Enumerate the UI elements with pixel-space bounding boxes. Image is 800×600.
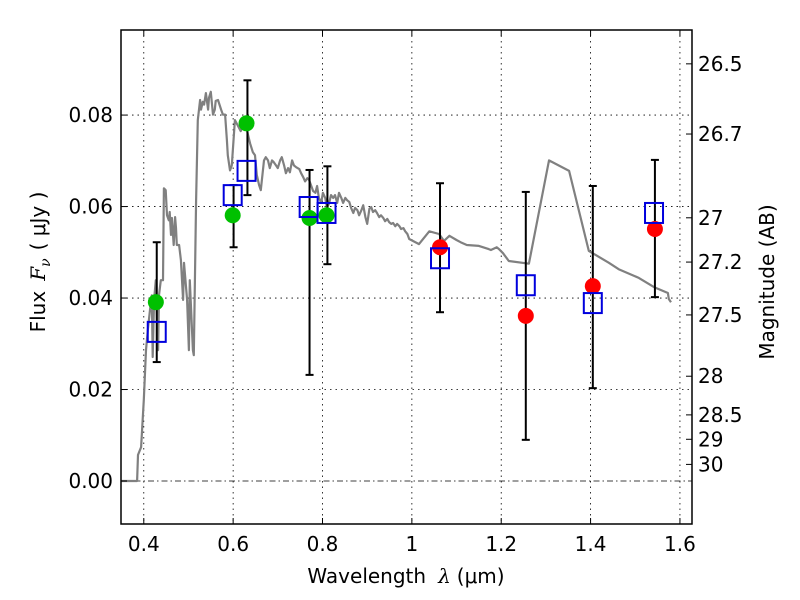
y2-tick-label: 27.2 (698, 250, 743, 274)
model-photometry-square (644, 201, 665, 224)
error-bars-layer (152, 79, 659, 441)
y2-tick-label: 29 (698, 427, 723, 451)
x-axis-title: Wavelength λ (μm) (307, 564, 504, 588)
model-photometry-square (222, 184, 243, 207)
y2-tick-label: 26.7 (698, 122, 743, 146)
y-axis-symbol: F (26, 266, 50, 282)
x-tick-label: 1.4 (575, 532, 607, 556)
model-photometry-square (582, 292, 603, 315)
green-data-point (318, 207, 335, 224)
error-bar (243, 79, 252, 197)
y-tick-label: 0.06 (68, 195, 113, 219)
y-axis-ticks: 0.00 0.02 0.04 0.06 0.08 (68, 103, 127, 493)
x-tick-label: 1.6 (664, 532, 696, 556)
y2-tick-label: 26.5 (698, 52, 743, 76)
x-tick-label: 0.8 (307, 532, 339, 556)
red-data-point (584, 278, 601, 295)
x-axis-symbol: λ (437, 564, 451, 588)
y-tick-label: 0.00 (68, 469, 113, 493)
model-photometry-square (236, 159, 257, 182)
x-axis-unit: (μm) (457, 564, 505, 588)
model-photometry-square (430, 247, 451, 270)
model-photometry-square (316, 201, 337, 224)
y-tick-label: 0.04 (68, 286, 113, 310)
green-data-point (238, 115, 255, 132)
y-axis-title-text: Flux (26, 291, 50, 333)
y2-tick-label: 27.5 (698, 303, 743, 327)
plot-frame (120, 29, 693, 525)
red-data-point (646, 220, 663, 237)
model-photometry-square (146, 320, 167, 343)
red-data-point (517, 307, 534, 324)
x-tick-label: 0.6 (217, 532, 249, 556)
model-photometry-layer (146, 159, 665, 343)
y-axis-title: Flux Fν ( μJy ) (26, 192, 54, 333)
y2-tick-label: 27 (698, 206, 723, 230)
y2-tick-label: 28 (698, 364, 723, 388)
green-data-point (224, 207, 241, 224)
y2-tick-label: 28.5 (698, 403, 743, 427)
error-bar (305, 168, 314, 376)
y-axis-unit: ( μJy ) (26, 192, 50, 251)
model-photometry-square (515, 274, 536, 297)
x-tick-label: 0.4 (128, 532, 160, 556)
y-tick-label: 0.08 (68, 103, 113, 127)
x-tick-label: 1 (405, 532, 418, 556)
data-points-layer (147, 115, 663, 324)
x-tick-label: 1.2 (485, 532, 517, 556)
model-spectrum-line (121, 90, 672, 483)
x-axis-title-text: Wavelength (307, 564, 426, 588)
model-spectrum-layer (121, 90, 672, 483)
green-data-point (147, 294, 164, 311)
y-axis-subscript: ν (38, 258, 54, 267)
y2-tick-label: 30 (698, 452, 723, 476)
x-axis-ticks: 0.4 0.6 0.8 1 1.2 1.4 1.6 (128, 30, 696, 556)
y-tick-label: 0.02 (68, 378, 113, 402)
y2-axis-title: Magnitude (AB) (755, 204, 779, 359)
